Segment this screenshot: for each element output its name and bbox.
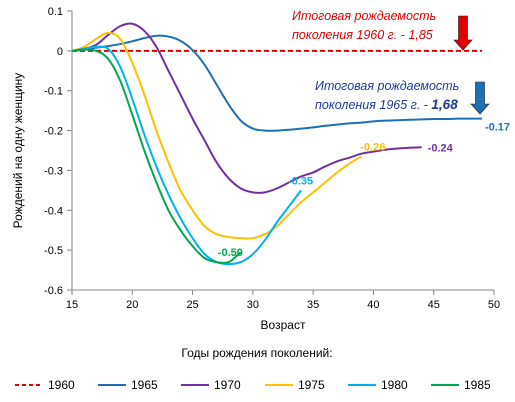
data-label-1975: -0.26	[360, 141, 385, 153]
annotation-text-1960: поколения 1960 г. - 1,85	[292, 28, 433, 42]
axes: 0.1 0 -0.1 -0.2 -0.3 -0.4 -0.5 -0.615 20 25 30 35 40…	[11, 6, 500, 332]
annotation-arrow-icon-1960	[453, 15, 473, 51]
data-labels: -0.17 -0.24 -0.26 -0.35 -0.50	[218, 122, 510, 260]
legend: Годы рождения поколений: 1960 1965 1970 1975…	[15, 346, 491, 392]
series-layer	[71, 22, 482, 266]
x-tick-label: 25	[186, 299, 198, 311]
y-tick-label: -0.3	[44, 165, 63, 177]
series-line-1965	[71, 34, 482, 132]
x-tick-label: 30	[247, 299, 259, 311]
data-label-1970: -0.24	[428, 142, 454, 154]
legend-label-1970: 1970	[214, 378, 241, 392]
x-axis-title: Возраст	[261, 318, 306, 332]
legend-label-1965: 1965	[131, 378, 158, 392]
annotation-text-1965: Итоговая рождаемость	[315, 79, 459, 93]
x-tick-label: 35	[307, 299, 319, 311]
annotation-text-1960: Итоговая рождаемость	[292, 9, 436, 23]
series-line-1970	[71, 22, 422, 194]
annotation-value-1965: 1,68	[431, 97, 458, 112]
y-tick-label: -0.5	[44, 245, 63, 257]
annotation-text-1965: поколения 1965 г. - 1,68	[315, 97, 458, 112]
series-line-1980	[71, 45, 302, 266]
legend-title: Годы рождения поколений:	[181, 346, 332, 360]
annotation-arrow-icon-1965	[470, 81, 490, 115]
legend-label-1985: 1985	[464, 378, 491, 392]
y-tick-label: 0	[57, 46, 63, 58]
y-axis-title: Рождений на одну женщину	[11, 73, 25, 229]
legend-label-1975: 1975	[298, 378, 325, 392]
x-tick-label: 45	[428, 299, 440, 311]
y-tick-label: -0.4	[44, 205, 63, 217]
y-tick-label: -0.6	[44, 285, 63, 297]
y-tick-label: -0.1	[44, 86, 63, 98]
series-line-1975	[71, 31, 362, 240]
data-label-1985: -0.50	[218, 247, 243, 259]
series-line-1985	[71, 48, 242, 265]
data-label-1980: -0.35	[288, 175, 313, 187]
data-label-1965: -0.17	[485, 122, 510, 134]
x-tick-label: 15	[66, 299, 78, 311]
y-tick-label: 0.1	[48, 6, 63, 18]
annotations: Итоговая рождаемость поколения 1960 г. - …	[292, 9, 490, 115]
x-tick-label: 20	[126, 299, 138, 311]
legend-label-1980: 1980	[381, 378, 408, 392]
x-tick-label: 40	[367, 299, 379, 311]
y-tick-label: -0.2	[44, 126, 63, 138]
x-tick-label: 50	[488, 299, 500, 311]
legend-label-1960: 1960	[48, 378, 75, 392]
